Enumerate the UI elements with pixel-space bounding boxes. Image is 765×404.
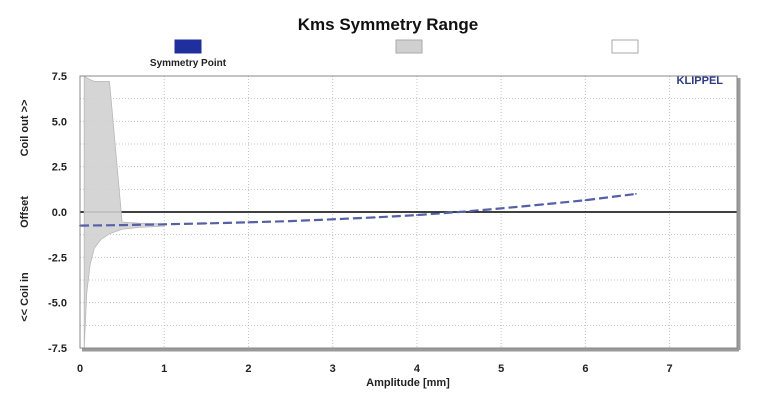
x-tick-label: 2 xyxy=(245,363,251,375)
x-tick-label: 0 xyxy=(77,363,83,375)
series-point xyxy=(500,207,503,210)
x-tick-label: 6 xyxy=(582,363,588,375)
y-axis-label-mid: Offset xyxy=(19,196,31,228)
series-point xyxy=(542,203,545,206)
grid xyxy=(80,76,737,348)
x-tick-label: 1 xyxy=(161,363,167,375)
y-tick-label: -2.5 xyxy=(48,252,67,264)
x-tick-label: 5 xyxy=(498,363,504,375)
series-point xyxy=(584,199,587,202)
series-point xyxy=(458,211,460,213)
x-axis-label: Amplitude [mm] xyxy=(366,377,450,389)
x-tick-label: 7 xyxy=(667,363,673,375)
series-point xyxy=(635,192,637,195)
y-tick-label: -7.5 xyxy=(48,343,67,355)
series-point xyxy=(289,220,292,222)
series-point xyxy=(331,218,334,221)
legend: Symmetry Point xyxy=(150,39,639,69)
y-axis-label-bottom: << Coil in xyxy=(19,272,31,322)
legend-swatch xyxy=(174,39,202,54)
series-point xyxy=(163,223,166,226)
band-area xyxy=(83,75,165,349)
y-tick-label: -5.0 xyxy=(48,298,67,310)
series-point xyxy=(121,224,124,226)
legend-swatch xyxy=(611,39,639,54)
series-point xyxy=(247,221,250,224)
legend-label: Symmetry Point xyxy=(150,58,227,69)
klippel-logo: KLIPPEL xyxy=(677,75,724,87)
x-tick-label: 3 xyxy=(330,363,336,375)
x-axis-ticks: 0 1 2 3 4 5 6 7 xyxy=(77,363,673,375)
plot-frame xyxy=(79,75,738,349)
legend-swatch xyxy=(395,39,423,54)
y-tick-label: 5.0 xyxy=(52,116,67,128)
y-tick-label: 7.5 xyxy=(52,71,67,83)
y-tick-label: 0.0 xyxy=(52,207,67,219)
chart-title: Kms Symmetry Range xyxy=(298,15,478,34)
x-tick-label: 4 xyxy=(414,363,421,375)
y-axis-ticks: 7.5 5.0 2.5 0.0 -2.5 -5.0 -7.5 xyxy=(48,71,67,355)
y-tick-label: 2.5 xyxy=(52,162,67,174)
series-line-symmetry-point xyxy=(79,192,637,227)
series-point xyxy=(416,214,418,216)
series-point xyxy=(205,222,208,225)
y-axis-label-top: Coil out >> xyxy=(19,100,31,157)
series-point xyxy=(373,216,376,219)
tolerance-band xyxy=(83,75,165,349)
